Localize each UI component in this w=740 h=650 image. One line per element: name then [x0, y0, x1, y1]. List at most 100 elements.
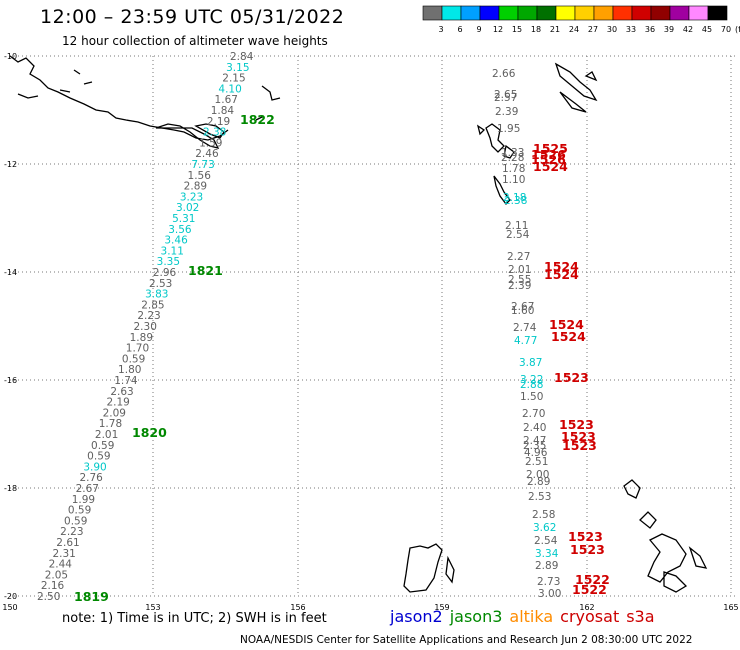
lat-tick-label: -18: [4, 484, 17, 493]
time-label-right: 1524: [544, 259, 579, 274]
colorbar-swatch: [498, 5, 519, 21]
swh-label-left: 2.61: [56, 537, 79, 549]
lat-tick-label: -12: [4, 160, 17, 169]
swh-label-left: 2.96: [153, 267, 177, 279]
swh-label-right: 3.62: [533, 522, 556, 534]
swh-label-right: 2.54: [534, 535, 558, 547]
lon-tick-label: 150: [2, 603, 17, 612]
swh-label-right: 2.39: [508, 280, 531, 292]
time-label-right: 1523: [568, 529, 603, 544]
footer-credit: NOAA/NESDIS Center for Satellite Applica…: [240, 634, 693, 646]
swh-label-right: 2.65: [494, 89, 517, 101]
time-label-right: 1524: [544, 267, 579, 282]
coast-solomon: [554, 62, 598, 113]
colorbar-label: 3: [438, 25, 443, 34]
time-label-right: 1523: [559, 417, 594, 432]
time-label-left: 1819: [74, 589, 109, 604]
legend-item: jason2: [390, 607, 443, 626]
swh-label-left: 0.59: [91, 440, 114, 452]
swh-label-left: 1.80: [118, 364, 141, 376]
time-label-right: 1523: [554, 370, 589, 385]
track-left-labels: 2.843.152.154.101.671.842.192.381.592.46…: [37, 51, 275, 604]
swh-label-left: 2.67: [76, 483, 99, 495]
time-label-left: 1821: [188, 263, 223, 278]
colorbar-swatch: [669, 5, 690, 21]
swh-label-left: 2.15: [222, 73, 245, 85]
coast-island-1: [155, 123, 220, 149]
coast-fragment-nw: [17, 69, 93, 99]
swh-label-left: 0.59: [64, 515, 87, 527]
swh-label-right: 1.95: [497, 123, 520, 135]
colorbar-label: 42: [683, 25, 693, 34]
time-label-right: 1524: [549, 317, 584, 332]
swh-label-left: 1.84: [211, 105, 235, 117]
footer-note: note: 1) Time is in UTC; 2) SWH is in fe…: [62, 611, 327, 626]
swh-label-right: 1.33: [501, 147, 524, 159]
swh-label-right: 4.77: [514, 335, 537, 347]
colorbar-label: 45: [702, 25, 712, 34]
swh-label-right: 2.47: [523, 435, 546, 447]
lon-tick-label: 159: [434, 603, 449, 612]
swh-label-left: 2.89: [184, 181, 207, 193]
lon-tick-label: 165: [723, 603, 738, 612]
swh-label-left: 2.19: [207, 116, 230, 128]
swh-label-right: 3.87: [519, 357, 542, 369]
colorbar-label: 70: [721, 25, 731, 34]
swh-label-left: 2.50: [37, 591, 60, 603]
swh-label-left: 3.35: [157, 256, 180, 268]
swh-label-left: 2.23: [137, 310, 160, 322]
swh-label-right: 3.00: [538, 588, 561, 600]
time-label-left: 1822: [240, 112, 275, 127]
legend-item: cryosat: [560, 607, 620, 626]
lat-lon-grid: [10, 55, 735, 597]
swh-label-left: 3.02: [176, 202, 199, 214]
swh-label-left: 2.16: [41, 580, 65, 592]
colorbar-swatch: [479, 5, 500, 21]
time-label-right: 1523: [561, 429, 596, 444]
swh-label-right: 2.67: [511, 301, 534, 313]
swh-label-left: 2.84: [230, 51, 254, 63]
swh-label-right: 2.89: [527, 476, 550, 488]
coast-island-2: [194, 123, 225, 139]
swh-label-right: 3.22: [520, 374, 543, 386]
swh-label-right: 2.74: [513, 322, 537, 334]
coast-vanuatu-mid: [493, 175, 511, 205]
lon-tick-label: 153: [145, 603, 160, 612]
coast-fiji-east: [647, 533, 708, 593]
coast-fragment-ne: [255, 85, 281, 121]
page-subtitle: 12 hour collection of altimeter wave hei…: [62, 34, 328, 48]
swh-label-left: 0.59: [87, 451, 110, 463]
swh-label-left: 2.76: [79, 472, 103, 484]
lat-tick-label: -14: [4, 268, 17, 277]
colorbar-label: 39: [664, 25, 674, 34]
colorbar-label: 6: [457, 25, 462, 34]
swh-label-left: 3.90: [83, 461, 106, 473]
swh-label-right: 1.50: [520, 391, 543, 403]
time-label-right: 1524: [551, 329, 586, 344]
swh-label-left: 1.99: [72, 494, 95, 506]
swh-label-right: 2.55: [508, 274, 531, 286]
colorbar-label: 27: [588, 25, 598, 34]
track-right-labels: 2.66 2.652.57 2.39 1.95 1.332.281.781.10 2.18…: [492, 68, 610, 600]
swh-label-left: 2.46: [195, 148, 219, 160]
swh-label-right: 2.28: [501, 152, 524, 164]
swh-label-left: 2.30: [134, 321, 157, 333]
swh-label-right: 2.70: [522, 408, 545, 420]
swh-label-left: 3.11: [161, 245, 184, 257]
swh-label-right: 2.89: [535, 560, 558, 572]
time-label-right: 1525: [533, 141, 568, 156]
swh-label-right: 2.00: [526, 469, 549, 481]
swh-label-right: 2.27: [507, 251, 530, 263]
swh-label-left: 2.09: [103, 407, 126, 419]
colorbar-label: 12: [493, 25, 503, 34]
time-label-right: 1524: [533, 159, 568, 174]
swh-label-left: 1.78: [99, 418, 122, 430]
swh-label-left: 0.59: [122, 353, 145, 365]
time-label-right: 1522: [575, 572, 610, 587]
swh-label-right: 2.53: [528, 491, 551, 503]
colorbar-swatch: [517, 5, 538, 21]
swh-label-right: 2.35: [523, 440, 546, 452]
swh-label-left: 3.46: [164, 235, 188, 247]
swh-label-left: 2.85: [141, 299, 164, 311]
